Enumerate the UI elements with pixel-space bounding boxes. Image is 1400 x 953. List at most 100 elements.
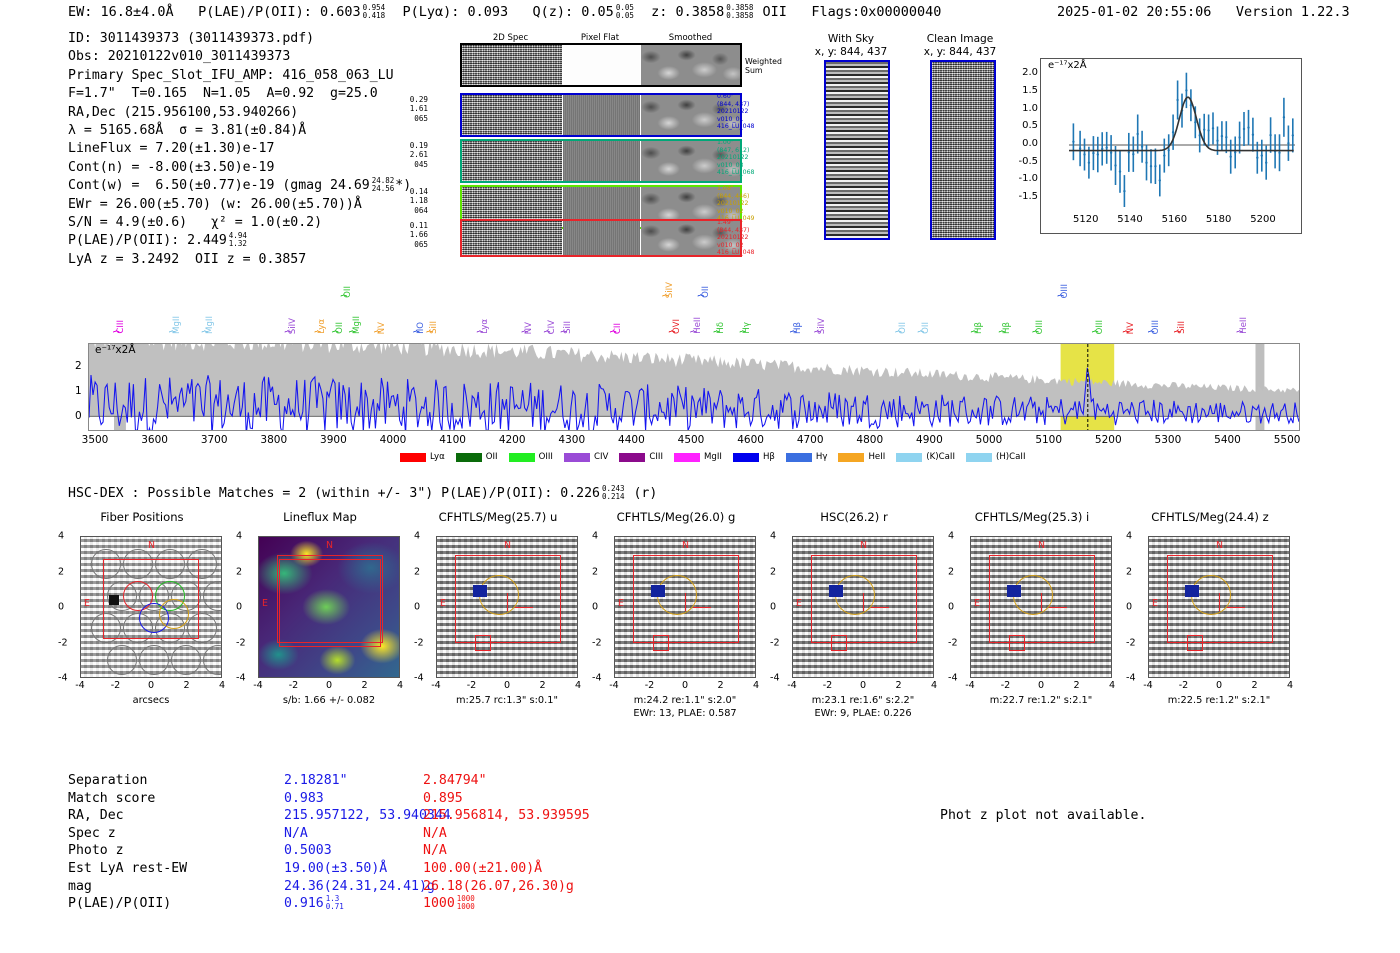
panel-title-smoothed: Smoothed [668,33,713,43]
cutout-ytick: 4 [58,530,65,542]
emission-line-bracket-icon: ⏞ [112,330,120,343]
emission-line-bracket-icon: ⏞ [426,330,433,343]
cutout-xtick: -4 [787,680,797,691]
legend-swatch [619,452,646,462]
aperture-box [989,555,1095,643]
line-fit-xtick: 5160 [1161,214,1188,225]
fiber2-right-meta: 1.00" (847, 612) 20210122 v010_03 416_LU_068 [717,139,755,177]
cutout-xtick: 0 [681,680,689,691]
cutout-image-data [259,537,399,677]
full-spectrum-xtick: 4100 [439,434,466,446]
cutout-ytick: -4 [948,672,958,684]
weighted-sum-strip [460,43,742,87]
cutout-xtick: -2 [822,680,833,691]
cutout-xtick: 2 [361,680,368,691]
table-cell-c1: 2.18281" [284,773,348,788]
fiber-strip-1[interactable] [460,93,742,137]
cutout-ytick: 0 [58,601,65,613]
cutout-ytick: 2 [1126,566,1133,577]
with-sky-title: With Sky [827,33,875,45]
legend-swatch [838,452,865,462]
weighted-sum-2dspec [462,45,563,85]
aperture-box [633,555,739,643]
legend-item: HeII [838,452,885,463]
emission-line-bracket-icon: ⏞ [739,330,747,343]
cutout-subtext: m:22.5 re:1.2" s:2.1" [1130,694,1308,707]
emission-line-bracket-icon: ⏞ [284,330,292,343]
full-spectrum-xtick: 5100 [1035,434,1063,446]
cutout-image[interactable] [436,536,578,678]
legend-swatch [400,452,426,462]
table-row-label: Spec z [68,825,116,841]
aperture-box [279,559,381,647]
fiber3-left-stats: 0.14 1.18 064 [409,187,428,215]
source-blob [829,585,843,597]
cutout-image[interactable] [614,536,756,678]
table-cell-c1: 0.983 [284,790,324,806]
emission-line-bracket-icon: ⏞ [340,294,348,307]
cutout-subtext-line: s/b: 1.66 +/- 0.082 [282,695,376,706]
legend-label: (H)CaII [995,452,1026,462]
clean-image[interactable] [930,60,996,240]
legend-label: (K)CaII [926,452,955,462]
source-info-block: ID: 3011439373 (3011439373.pdf) Obs: 202… [68,30,411,269]
compass-east-icon: E [796,598,802,609]
table-row-label: RA, Dec [68,808,124,824]
cutout-image[interactable] [792,536,934,678]
cutout-ytick: -4 [592,672,602,684]
legend-label: CIV [593,452,609,462]
table-cell-c1: N/A [284,825,308,841]
cutout-image[interactable] [258,536,400,678]
weighted-sum-pixelflat [563,45,640,85]
highlighted-fiber-circle[interactable] [123,581,153,611]
emission-line-bracket-icon: ⏞ [917,330,925,343]
cutout-xtick: 4 [574,680,582,691]
cutout-subtext-line: EWr: 13, PLAE: 0.587 [633,708,737,719]
fiber-circle [123,549,153,579]
header-ew: EW: 16.8±4.0Å [68,4,174,20]
legend-item: MgII [674,452,722,463]
table-plae-bounds: 1.3 0.71 [325,894,344,912]
cutout-xtick: -2 [644,680,655,691]
compass-east-icon: E [974,598,980,609]
cutout-ytick: -2 [1126,637,1136,648]
table-cell-c1: 0.5003 [284,843,332,859]
emission-line-bracket-icon: ⏞ [697,294,705,307]
legend-item: (K)CaII [896,452,955,463]
emission-line-bracket-icon: ⏞ [332,330,339,343]
emission-line-bracket-icon: ⏞ [1173,330,1181,343]
with-sky-image[interactable] [824,60,890,240]
info-line-lambda: λ = 5165.68Å σ = 3.81(±0.84)Å [68,123,307,139]
cutout-xtick: 2 [1073,680,1080,691]
table-cell-c2: 1000 1000 1000 [423,894,475,912]
cutout-xtick: 0 [1215,680,1223,691]
full-spectrum-plot[interactable]: e⁻¹⁷x2Å 3500 3600 3700 3800 3900 4000 4100 4200… [75,343,1300,446]
cutout-subtext: m:22.7 re:1.2" s:2.1" [952,694,1130,707]
emission-line-bracket-icon: ⏞ [348,330,356,343]
source-blob [109,595,119,605]
cutout-xtick: -4 [609,680,619,691]
fiber-circle [187,613,217,643]
legend-swatch [896,452,923,462]
cutout-subtext-line: m:25.7 rc:1.3" s:0.1" [456,695,558,706]
cutout-image[interactable] [970,536,1112,678]
highlighted-fiber-circle[interactable] [159,599,189,629]
fiber-strip-2[interactable] [460,139,742,183]
cutout-image[interactable] [1148,536,1290,678]
weighted-sum-smoothed [641,45,740,85]
info-line-obs: Obs: 20210122v010_3011439373 [68,49,291,65]
cutout-ytick: -4 [58,672,68,684]
secondary-match-box [1009,635,1025,651]
cutout-xtick: -2 [1178,680,1189,691]
header-datetime: 2025-01-02 20:55:06 [1057,4,1212,20]
line-fit-plot[interactable] [1040,58,1302,234]
cutout-ytick: 2 [236,566,243,577]
legend-item: CIII [619,452,663,463]
fiber-strip-4[interactable] [460,219,742,257]
crosshair-icon [1227,607,1245,608]
emission-line-bracket-icon: ⏞ [998,330,1006,343]
emission-line-bracket-icon: ⏞ [1057,294,1064,307]
cutout-image[interactable] [80,536,222,678]
cutout-title: CFHTLS/Meg(25.7) u [438,510,558,524]
table-cell-c1: 24.36(24.31,24.41)g [284,878,435,894]
